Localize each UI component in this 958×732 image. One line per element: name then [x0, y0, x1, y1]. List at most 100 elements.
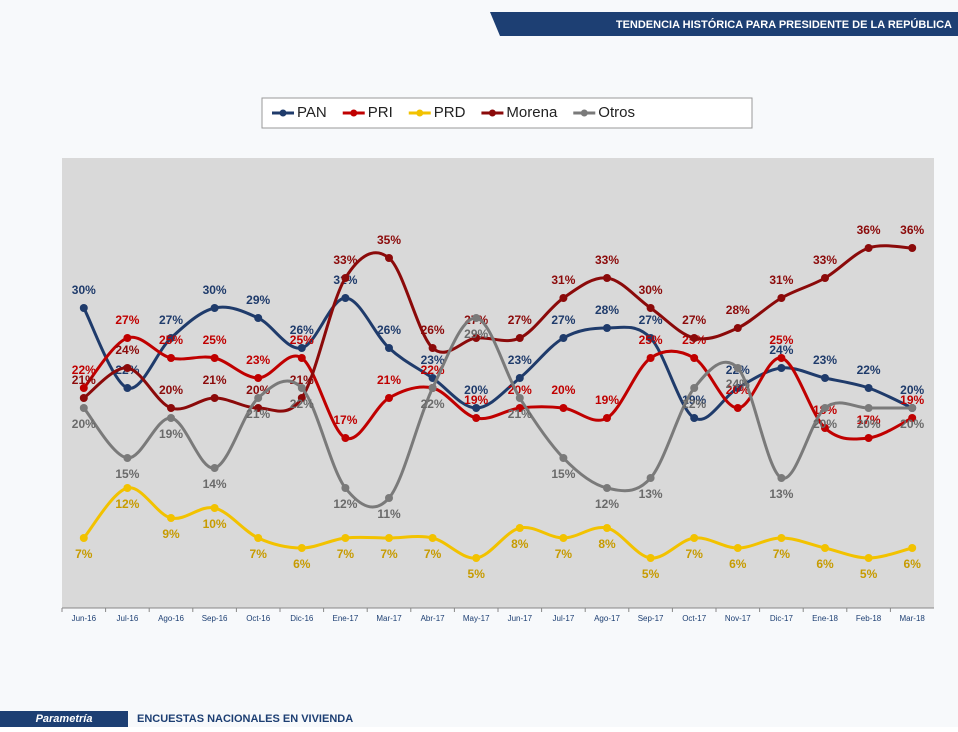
data-label: 8% — [598, 537, 616, 551]
data-point — [472, 554, 481, 562]
data-label: 11% — [377, 507, 401, 521]
data-label: 23% — [508, 353, 532, 367]
data-point — [210, 464, 219, 472]
data-label: 12% — [333, 497, 357, 511]
data-point — [123, 484, 132, 492]
data-label: 25% — [159, 333, 183, 347]
data-point — [690, 334, 699, 342]
data-label: 19% — [464, 393, 488, 407]
data-label: 7% — [686, 547, 704, 561]
footer-brand: Parametría — [36, 713, 93, 725]
data-point — [908, 544, 917, 552]
data-label: 27% — [508, 313, 532, 327]
data-label: 25% — [769, 333, 793, 347]
data-label: 35% — [377, 233, 401, 247]
data-point — [821, 374, 829, 382]
data-label: 27% — [115, 313, 139, 327]
data-point — [515, 404, 524, 412]
data-point — [646, 354, 655, 362]
legend-marker — [279, 109, 287, 117]
x-tick-label: Jul-16 — [117, 614, 139, 623]
data-point — [777, 294, 786, 302]
data-point — [341, 294, 350, 302]
data-point — [385, 494, 393, 502]
data-label: 31% — [769, 273, 793, 287]
footer-brand-box — [0, 711, 128, 727]
data-point — [472, 414, 481, 422]
data-label: 6% — [904, 557, 922, 571]
data-label: 22% — [72, 363, 96, 377]
data-point — [821, 404, 829, 412]
data-label: 28% — [595, 303, 619, 317]
data-point — [341, 534, 350, 542]
data-label: 27% — [682, 313, 706, 327]
data-label: 30% — [203, 283, 227, 297]
data-label: 33% — [333, 253, 357, 267]
data-point — [777, 364, 786, 372]
header-title: TENDENCIA HISTÓRICA PARA PRESIDENTE DE L… — [616, 18, 952, 31]
legend-marker — [416, 109, 424, 117]
data-label: 7% — [337, 547, 355, 561]
x-tick-label: Mar-18 — [900, 614, 926, 623]
data-point — [603, 414, 611, 422]
data-point — [864, 434, 873, 442]
data-label: 22% — [682, 397, 706, 411]
x-tick-label: Jul-17 — [553, 614, 575, 623]
data-point — [254, 404, 263, 412]
data-point — [123, 384, 132, 392]
data-label: 27% — [551, 313, 575, 327]
data-point — [210, 304, 219, 312]
legend-label: Otros — [598, 104, 635, 121]
data-point — [210, 354, 219, 362]
x-tick-label: Sep-16 — [202, 614, 228, 623]
data-label: 12% — [115, 497, 139, 511]
data-label: 23% — [813, 353, 837, 367]
x-tick-label: Jun-17 — [508, 614, 533, 623]
data-point — [297, 544, 306, 552]
data-label: 8% — [511, 537, 529, 551]
data-label: 20% — [551, 383, 575, 397]
data-point — [79, 394, 88, 402]
data-label: 12% — [595, 497, 619, 511]
data-label: 27% — [159, 313, 183, 327]
data-label: 27% — [639, 313, 663, 327]
data-label: 33% — [813, 253, 837, 267]
series-line — [82, 316, 913, 509]
data-point — [864, 244, 873, 252]
data-label: 7% — [773, 547, 791, 561]
data-point — [603, 274, 611, 282]
legend-label: Morena — [506, 104, 558, 121]
legend-marker — [350, 109, 358, 117]
data-point — [559, 534, 568, 542]
data-point — [777, 534, 786, 542]
data-point — [603, 484, 611, 492]
data-label: 20% — [159, 383, 183, 397]
header-banner — [490, 12, 958, 36]
data-label: 24% — [769, 343, 793, 357]
data-label: 14% — [203, 477, 227, 491]
data-point — [864, 554, 873, 562]
data-point — [603, 324, 611, 332]
footer-text: ENCUESTAS NACIONALES EN VIVIENDA — [137, 713, 353, 725]
data-label: 7% — [380, 547, 398, 561]
data-label: 30% — [72, 283, 96, 297]
data-label: 19% — [595, 393, 619, 407]
data-label: 9% — [162, 527, 180, 541]
x-tick-label: Jun-16 — [72, 614, 97, 623]
data-label: 21% — [72, 373, 96, 387]
x-tick-label: Ene-18 — [812, 614, 838, 623]
data-label: 29% — [246, 293, 270, 307]
data-label: 22% — [421, 397, 445, 411]
data-label: 15% — [115, 467, 139, 481]
legend-marker — [580, 109, 588, 117]
data-label: 20% — [726, 383, 750, 397]
data-label: 36% — [900, 223, 924, 237]
data-label: 25% — [290, 333, 314, 347]
data-point — [690, 534, 699, 542]
data-label: 20% — [464, 383, 488, 397]
data-label: 31% — [551, 273, 575, 287]
data-point — [341, 274, 350, 282]
data-label: 21% — [246, 407, 270, 421]
data-point — [690, 354, 699, 362]
